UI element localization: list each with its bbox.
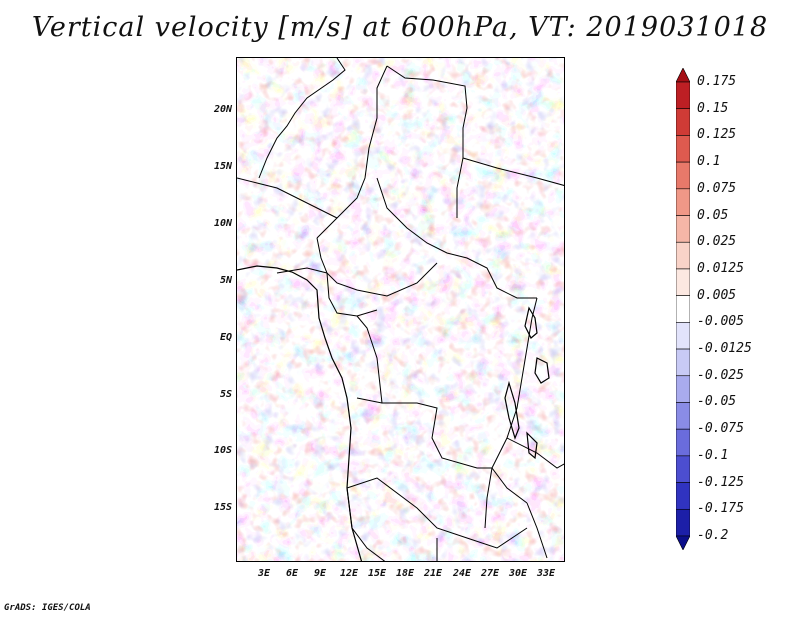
colorbar: [676, 68, 690, 550]
lat-label: 15S: [213, 502, 232, 513]
colorbar-segment: [676, 241, 690, 270]
country-borders: [237, 58, 564, 561]
lon-label: 6E: [285, 568, 299, 579]
colorbar-top-arrow: [676, 68, 690, 83]
colorbar-segment: [676, 161, 690, 190]
colorbar-segment: [676, 215, 690, 243]
lon-label: 18E: [395, 568, 415, 579]
colorbar-segment: [676, 428, 690, 457]
lat-label: 15N: [213, 161, 232, 172]
colorbar-label: -0.125: [697, 474, 744, 490]
colorbar-segment: [676, 482, 690, 510]
lat-label: 5S: [219, 389, 232, 400]
lon-label: 24E: [452, 568, 472, 579]
colorbar-label: -0.1: [697, 447, 729, 463]
colorbar-segment: [676, 375, 690, 403]
colorbar-segment: [676, 322, 690, 350]
colorbar-segment: [676, 135, 690, 163]
lon-label: 21E: [423, 568, 443, 579]
colorbar-label: 0.005: [697, 287, 737, 303]
lat-label: EQ: [219, 332, 232, 343]
lon-label: 3E: [257, 568, 271, 579]
colorbar-label: -0.0125: [697, 341, 752, 357]
colorbar-segment: [676, 81, 690, 110]
colorbar-bottom-arrow: [676, 535, 690, 550]
velocity-field: [237, 58, 564, 561]
lon-label: 30E: [508, 568, 528, 579]
colorbar-segment: [676, 508, 690, 537]
colorbar-segment: [676, 295, 690, 323]
colorbar-segment: [676, 268, 690, 296]
lon-label: 33E: [536, 568, 556, 579]
colorbar-segment: [676, 402, 690, 430]
lat-label: 10N: [213, 218, 232, 229]
colorbar-label: 0.075: [697, 180, 737, 196]
colorbar-label: 0.125: [697, 127, 737, 143]
colorbar-label: -0.005: [697, 314, 744, 330]
colorbar-label: 0.15: [697, 100, 729, 116]
colorbar-label: 0.05: [697, 207, 729, 223]
colorbar-label: 0.0125: [697, 260, 744, 276]
lon-label: 15E: [367, 568, 387, 579]
colorbar-segment: [676, 188, 690, 216]
lakes: [504, 306, 550, 460]
colorbar-segment: [676, 348, 690, 377]
lon-label: 12E: [339, 568, 359, 579]
colorbar-label: -0.2: [697, 528, 729, 543]
colorbar-segment: [676, 108, 690, 136]
colorbar-label: -0.05: [697, 394, 737, 410]
colorbar-label: -0.025: [697, 367, 744, 383]
lat-label: 5N: [219, 275, 232, 286]
colorbar-label: 0.1: [697, 154, 721, 170]
lat-label: 10S: [213, 445, 232, 456]
colorbar-label: -0.075: [697, 421, 744, 437]
colorbar-label: 0.025: [697, 234, 737, 250]
grads-credit: GrADS: IGES/COLA: [4, 603, 91, 613]
colorbar-label: -0.175: [697, 501, 744, 517]
coastline: [237, 265, 363, 561]
colorbar-segment: [676, 455, 690, 483]
velocity-map: [236, 57, 565, 562]
lon-label: 27E: [480, 568, 500, 579]
map-title: Vertical velocity [m/s] at 600hPa, VT: 2…: [31, 12, 769, 43]
colorbar-label: 0.175: [697, 74, 737, 89]
downdraft-cells: [237, 58, 564, 561]
lat-label: 20N: [213, 104, 232, 115]
lon-label: 9E: [313, 568, 327, 579]
